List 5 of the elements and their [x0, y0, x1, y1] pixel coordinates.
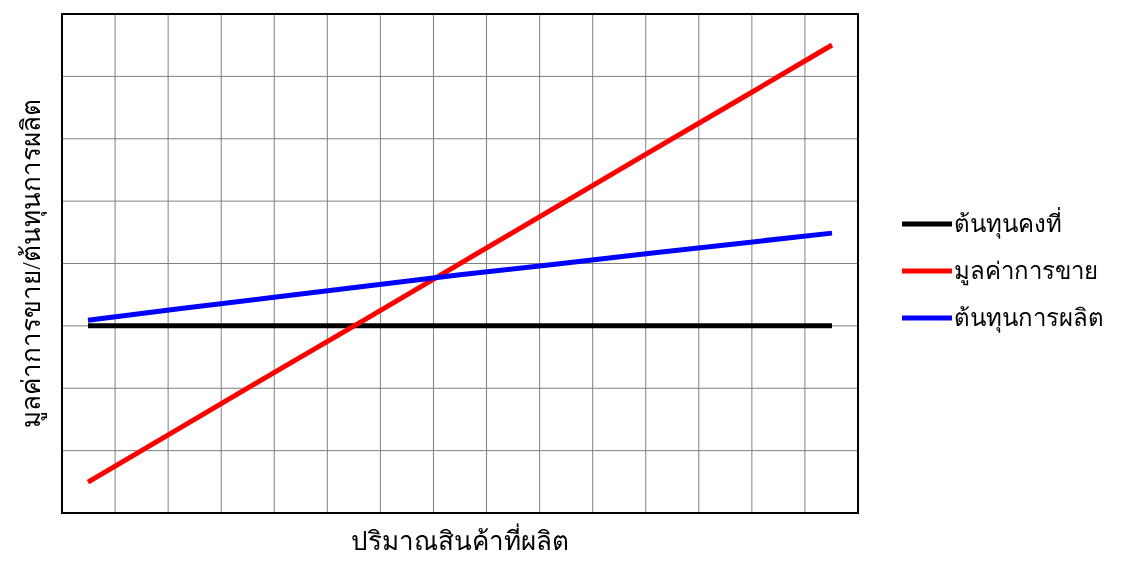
legend-label: มูลค่าการขาย: [954, 258, 1098, 286]
legend-label: ต้นทุนการผลิต: [954, 305, 1104, 333]
legend-label: ต้นทุนคงที่: [954, 207, 1062, 239]
y-axis-title: มูลค่าการขาย/ต้นทุนการผลิต: [17, 99, 47, 428]
x-axis-title: ปริมาณสินค้าที่ผลิต: [351, 523, 569, 556]
